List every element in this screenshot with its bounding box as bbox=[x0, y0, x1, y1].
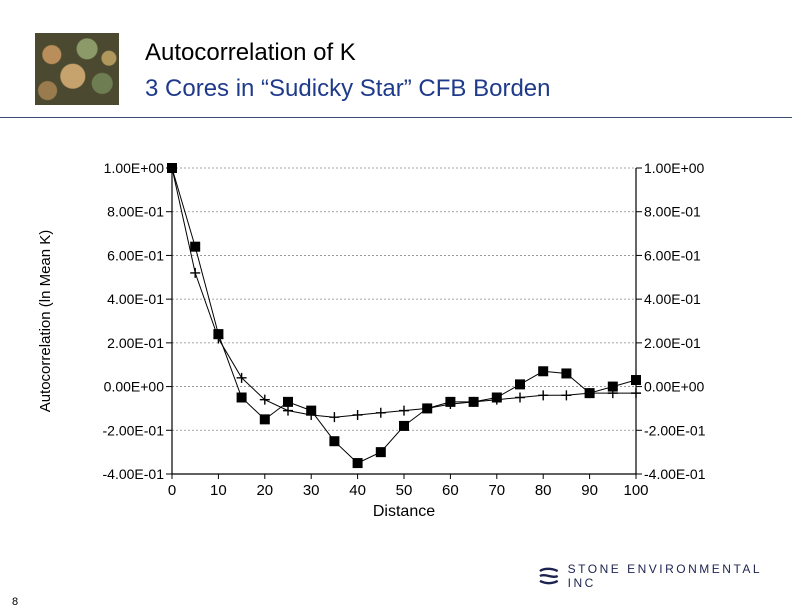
square-marker bbox=[399, 420, 409, 431]
y-tick-label-left: 6.00E-01 bbox=[107, 247, 164, 263]
axes bbox=[166, 167, 642, 479]
y-tick-label-right: 4.00E-01 bbox=[644, 291, 701, 307]
plus-marker bbox=[468, 396, 479, 407]
plus-marker bbox=[213, 333, 224, 344]
autocorrelation-chart: 1.00E+00 1.00E+00 8.00E-01 8.00E-01 6.00E-01… bbox=[37, 160, 706, 520]
plus-marker bbox=[445, 399, 456, 410]
y-tick-label-right: 8.00E-01 bbox=[644, 204, 701, 220]
y-tick-label-left: -2.00E-01 bbox=[103, 422, 165, 438]
plus-marker bbox=[399, 405, 409, 416]
x-tick-label: 0 bbox=[168, 482, 176, 499]
plus-marker bbox=[190, 267, 201, 278]
square-marker bbox=[352, 458, 363, 469]
y-tick-label-right: 0.00E+00 bbox=[644, 379, 705, 395]
x-tick-label: 60 bbox=[442, 482, 459, 499]
y-tick-label-right: -2.00E-01 bbox=[644, 422, 706, 438]
y-tick-label-right: 1.00E+00 bbox=[644, 160, 705, 176]
logo-text: STONE ENVIRONMENTAL INC bbox=[567, 562, 762, 590]
plus-marker bbox=[167, 163, 177, 173]
plus-marker bbox=[283, 405, 293, 416]
slide-title: Autocorrelation of K bbox=[145, 39, 356, 66]
y-tick-label-right: 2.00E-01 bbox=[644, 335, 701, 351]
y-tick-label-left: -4.00E-01 bbox=[103, 466, 165, 482]
plus-marker bbox=[584, 388, 595, 399]
x-tick-label: 50 bbox=[396, 482, 413, 499]
plus-marker bbox=[259, 394, 270, 405]
square-marker bbox=[283, 396, 293, 407]
square-marker bbox=[259, 414, 270, 425]
plus-marker bbox=[515, 392, 525, 403]
plus-marker bbox=[538, 390, 549, 401]
gravel-photo bbox=[35, 33, 119, 105]
y-tick-label-left: 4.00E-01 bbox=[107, 291, 164, 307]
y-tick-label-left: 8.00E-01 bbox=[107, 204, 164, 220]
y-tick-label-left: 1.00E+00 bbox=[104, 160, 165, 176]
page-number: 8 bbox=[12, 596, 19, 608]
plus-marker bbox=[607, 388, 618, 399]
square-marker bbox=[561, 368, 572, 379]
y-tick-label-left: 0.00E+00 bbox=[104, 379, 165, 395]
x-tick-label: 40 bbox=[349, 482, 366, 499]
x-tick-label: 20 bbox=[256, 482, 273, 499]
company-logo: STONE ENVIRONMENTAL INC bbox=[538, 562, 792, 590]
plus-marker bbox=[329, 412, 340, 423]
tick-labels: 1.00E+00 1.00E+00 8.00E-01 8.00E-01 6.00E-01… bbox=[103, 160, 706, 499]
square-marker bbox=[607, 381, 618, 392]
y-tick-label-left: 2.00E-01 bbox=[107, 335, 164, 351]
plus-marker bbox=[631, 388, 641, 399]
plus-marker bbox=[422, 403, 433, 414]
square-marker bbox=[515, 379, 525, 390]
square-marker bbox=[190, 241, 201, 252]
x-tick-label: 90 bbox=[581, 482, 598, 499]
plus-marker bbox=[375, 407, 386, 418]
x-tick-label: 80 bbox=[535, 482, 552, 499]
square-marker bbox=[375, 447, 386, 458]
series-line-1 bbox=[171, 167, 637, 464]
slide-subtitle: 3 Cores in “Sudicky Star” CFB Borden bbox=[145, 75, 551, 102]
y-tick-label-right: -4.00E-01 bbox=[644, 466, 706, 482]
square-marker bbox=[538, 366, 549, 377]
plus-marker bbox=[236, 372, 247, 383]
x-tick-label: 70 bbox=[488, 482, 505, 499]
y-tick-label-right: 6.00E-01 bbox=[644, 247, 701, 263]
data-series bbox=[167, 163, 641, 469]
square-marker bbox=[631, 375, 641, 386]
x-tick-label: 30 bbox=[303, 482, 320, 499]
logo-swirl-icon bbox=[539, 567, 559, 585]
square-marker bbox=[236, 392, 247, 403]
plus-marker bbox=[306, 409, 317, 420]
plus-marker bbox=[491, 394, 502, 405]
x-tick-label: 100 bbox=[623, 482, 648, 499]
title-divider bbox=[0, 117, 792, 118]
plus-marker bbox=[352, 409, 363, 420]
square-marker bbox=[329, 436, 340, 447]
x-axis-label: Distance bbox=[373, 503, 435, 520]
x-tick-label: 10 bbox=[210, 482, 227, 499]
plus-marker bbox=[561, 390, 572, 401]
y-axis-label: Autocorrelation (ln Mean K) bbox=[37, 230, 54, 413]
